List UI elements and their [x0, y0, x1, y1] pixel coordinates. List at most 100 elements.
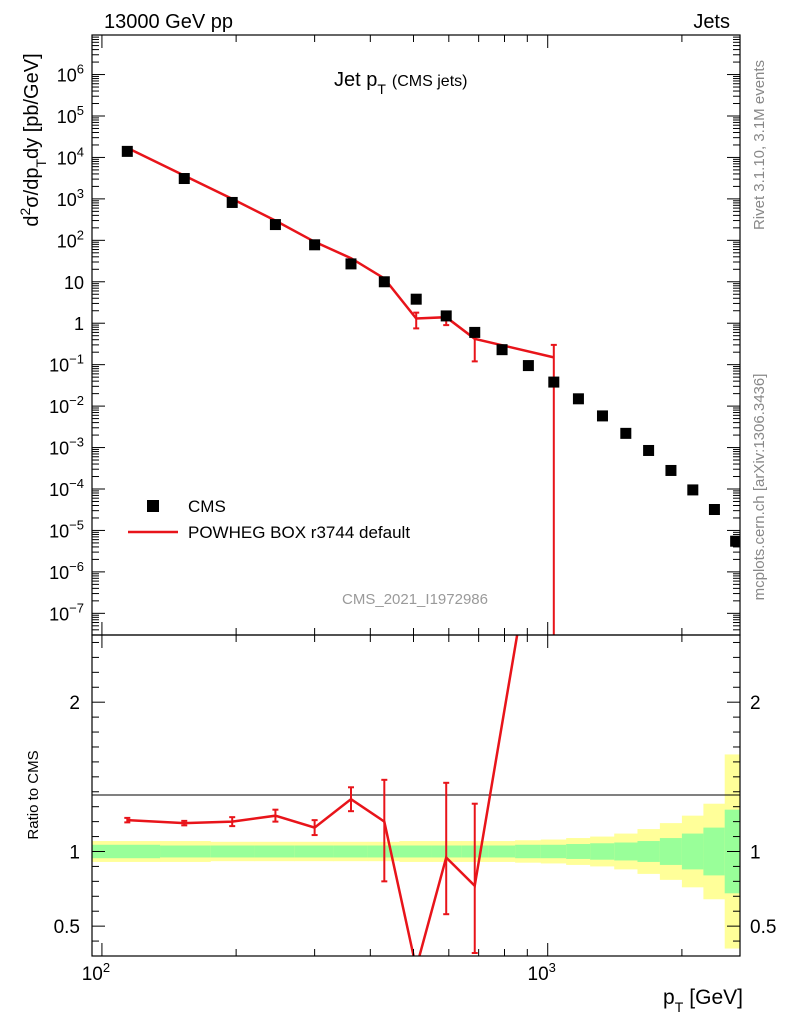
x-tick-exp: 2 [103, 960, 110, 975]
main-y-tick-base: 10 [49, 356, 69, 376]
ratio-inner-band [160, 845, 211, 858]
main-y-tick-base: 10 [57, 66, 77, 86]
main-y-tick-label: 10−4 [49, 476, 84, 500]
ylabel-part-sub: T [33, 159, 49, 168]
cms-data-point [309, 239, 321, 251]
cms-data-point [121, 145, 133, 157]
cms-data-point [548, 376, 560, 388]
cms-data-point [345, 258, 357, 270]
xlabel-unit: [GeV] [689, 986, 743, 1009]
mc-series [126, 146, 557, 635]
main-y-tick-base: 10 [64, 273, 84, 293]
title-suffix: (CMS jets) [392, 73, 468, 90]
ratio-y-tick-label-right: 1 [750, 842, 761, 863]
ratio-y-tick-label-left: 2 [69, 693, 80, 714]
cms-data-point [730, 535, 740, 547]
ratio-mc-series [124, 635, 519, 956]
legend-cms-marker [147, 500, 159, 512]
ratio-y-tick-labels: 0.5 0.5 1 1 2 2 [54, 693, 777, 938]
ratio-y-tick-label-right: 0.5 [750, 917, 776, 938]
legend: CMS POWHEG BOX r3744 default [128, 497, 410, 542]
ratio-inner-band [515, 844, 542, 859]
main-plot-frame [91, 34, 741, 636]
ratio-inner-band [614, 842, 638, 861]
main-y-tick-label: 102 [57, 227, 84, 251]
ylabel-part-sup: 2 [17, 208, 33, 216]
cms-data-point [596, 410, 608, 422]
main-y-tick-label: 104 [57, 144, 84, 168]
cms-data-point [440, 310, 452, 322]
ratio-inner-band [333, 845, 369, 858]
xlabel-main: p [663, 986, 675, 1009]
legend-cms-label: CMS [188, 497, 226, 516]
ratio-inner-band [637, 841, 661, 862]
ratio-plot-frame [91, 634, 741, 957]
x-tick-label: 103 [528, 960, 556, 985]
main-y-tick-base: 10 [57, 107, 77, 127]
main-y-tick-base: 10 [49, 439, 69, 459]
cms-data-point [269, 219, 281, 231]
main-y-tick-exp: −7 [69, 600, 84, 615]
main-y-tick-label: 10−1 [49, 352, 84, 376]
ratio-inner-band [566, 844, 591, 859]
main-y-tick-base: 1 [74, 314, 84, 334]
main-y-tick-base: 10 [49, 604, 69, 624]
main-y-tick-exp: 4 [77, 144, 84, 159]
cms-data-point [572, 393, 584, 405]
main-y-tick-label: 10−3 [49, 435, 84, 459]
main-y-tick-base: 10 [57, 231, 77, 251]
main-y-tick-exp: −6 [69, 559, 84, 574]
main-y-tick-exp: −2 [69, 393, 84, 408]
cms-data-point [665, 464, 677, 476]
ratio-y-tick-label-left: 1 [69, 842, 80, 863]
mc-curve [126, 146, 555, 359]
ratio-inner-band [92, 844, 161, 859]
main-y-tick-label: 103 [57, 186, 84, 210]
legend-mc-label: POWHEG BOX r3744 default [188, 523, 410, 542]
ratio-inner-band [210, 845, 256, 858]
ratio-y-axis-label: Ratio to CMS [25, 750, 42, 839]
main-y-tick-base: 10 [57, 190, 77, 210]
main-y-tick-exp: 5 [77, 103, 84, 118]
cms-data-point [496, 344, 508, 356]
ratio-inner-band [659, 838, 683, 865]
main-y-tick-label: 1 [74, 314, 84, 334]
main-y-tick-exp: −4 [69, 476, 84, 491]
ratio-inner-band [399, 845, 433, 858]
main-y-axis-label: d2σ/dpTdy [pb/GeV] [17, 53, 49, 226]
cms-data-point [708, 504, 720, 516]
cms-data-series [121, 145, 740, 547]
ylabel-part-sigma: σ/dp [21, 168, 43, 208]
ratio-panel: 0.5 0.51 12 2 102 103 Ratio to CMS pT [GeV] [25, 635, 777, 1015]
main-axis-ticks [92, 34, 740, 636]
cms-data-point [178, 173, 190, 185]
title-main: Jet p [334, 69, 377, 91]
main-y-tick-label: 10−7 [49, 600, 84, 624]
main-y-tick-exp: −1 [69, 352, 84, 367]
cms-data-point [643, 444, 655, 456]
analysis-watermark: CMS_2021_I1972986 [342, 591, 488, 608]
main-y-tick-base: 10 [49, 563, 69, 583]
cms-data-point [522, 360, 534, 372]
x-tick-exp: 3 [549, 960, 556, 975]
header-category-label: Jets [693, 11, 730, 33]
ylabel-part-d: d [21, 216, 43, 227]
main-y-tick-labels: 10−710−610−510−410−310−210−1110102103104… [49, 62, 84, 625]
cms-data-point [226, 196, 238, 208]
ratio-inner-band [488, 845, 516, 858]
main-chart-title: Jet pT (CMS jets) [334, 69, 467, 97]
rivet-version-label: Rivet 3.1.10, 3.1M events [751, 60, 768, 230]
ratio-inner-band [590, 843, 615, 860]
cms-data-point [410, 293, 422, 305]
ratio-inner-band [294, 845, 334, 858]
x-axis-label: pT [GeV] [663, 986, 743, 1015]
main-panel: 10−710−610−510−410−310−210−1110102103104… [17, 34, 740, 636]
header-energy-label: 13000 GeV pp [104, 11, 233, 33]
main-y-tick-exp: 6 [77, 62, 84, 77]
main-y-tick-label: 10 [64, 273, 84, 293]
main-y-tick-exp: 3 [77, 186, 84, 201]
main-y-tick-label: 105 [57, 103, 84, 127]
x-tick-label: 102 [82, 960, 110, 985]
cms-data-point [620, 427, 632, 439]
